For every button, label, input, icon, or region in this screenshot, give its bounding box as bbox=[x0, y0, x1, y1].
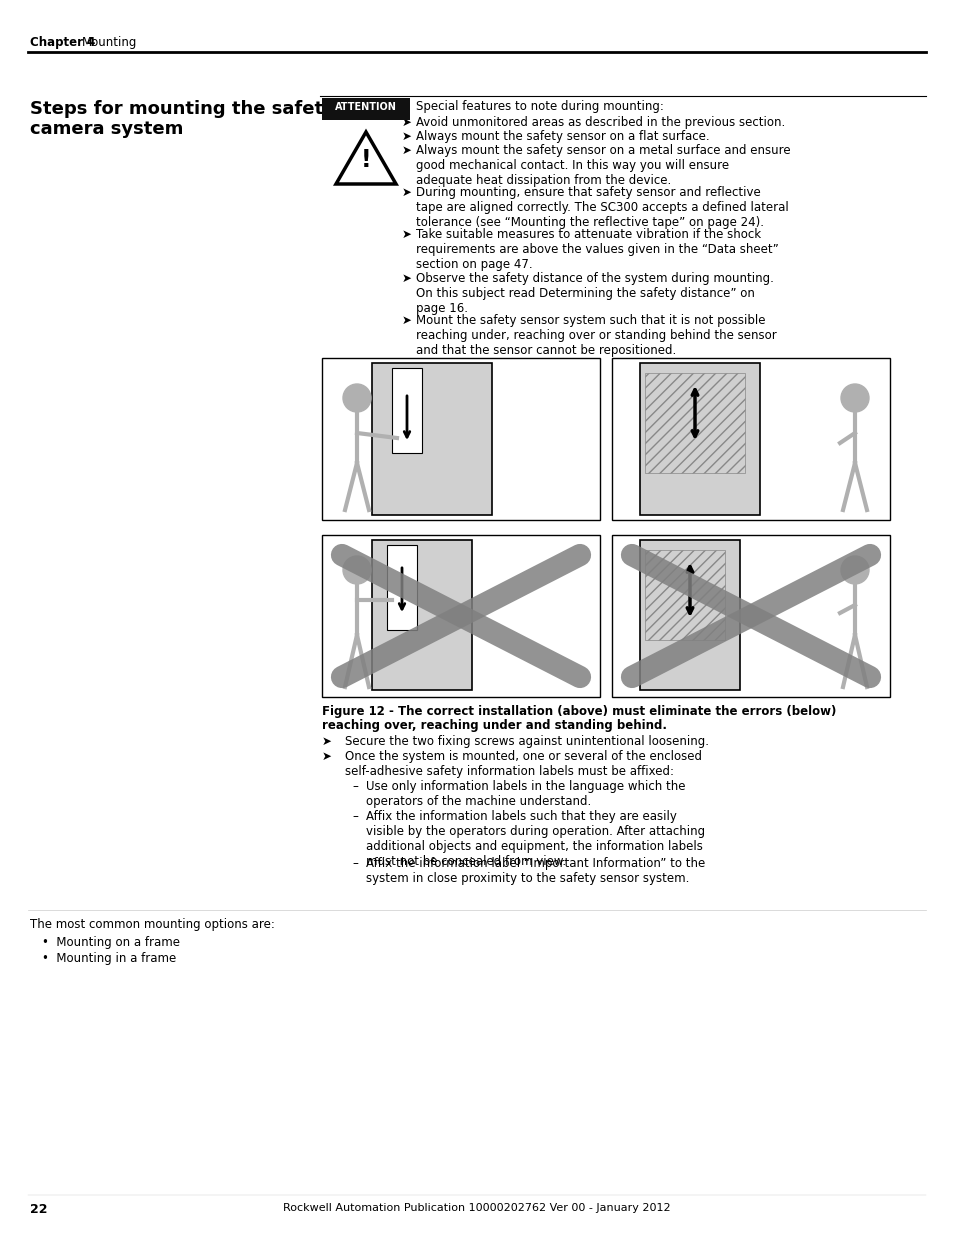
Text: reaching over, reaching under and standing behind.: reaching over, reaching under and standi… bbox=[322, 719, 666, 732]
Text: The most common mounting options are:: The most common mounting options are: bbox=[30, 918, 274, 931]
Text: 22: 22 bbox=[30, 1203, 48, 1216]
FancyBboxPatch shape bbox=[639, 540, 740, 690]
Text: !: ! bbox=[360, 148, 371, 172]
FancyBboxPatch shape bbox=[612, 358, 889, 520]
Circle shape bbox=[343, 556, 371, 584]
Circle shape bbox=[841, 556, 868, 584]
FancyBboxPatch shape bbox=[372, 363, 492, 515]
Text: •  Mounting in a frame: • Mounting in a frame bbox=[42, 952, 176, 965]
Text: ➤: ➤ bbox=[401, 116, 412, 128]
Text: Secure the two fixing screws against unintentional loosening.: Secure the two fixing screws against uni… bbox=[345, 735, 708, 748]
Text: Mounting: Mounting bbox=[82, 36, 137, 49]
Text: Rockwell Automation Publication 10000202762 Ver 00 - January 2012: Rockwell Automation Publication 10000202… bbox=[283, 1203, 670, 1213]
Text: Special features to note during mounting:: Special features to note during mounting… bbox=[416, 100, 663, 112]
Text: Once the system is mounted, one or several of the enclosed
self-adhesive safety : Once the system is mounted, one or sever… bbox=[345, 750, 701, 778]
Text: Figure 12 - The correct installation (above) must eliminate the errors (below): Figure 12 - The correct installation (ab… bbox=[322, 705, 836, 718]
Text: –: – bbox=[352, 857, 357, 869]
Text: ➤: ➤ bbox=[322, 735, 332, 748]
Text: •  Mounting on a frame: • Mounting on a frame bbox=[42, 936, 180, 948]
Text: Avoid unmonitored areas as described in the previous section.: Avoid unmonitored areas as described in … bbox=[416, 116, 784, 128]
Text: Observe the safety distance of the system during mounting.
On this subject read : Observe the safety distance of the syste… bbox=[416, 272, 773, 315]
Text: ➤: ➤ bbox=[401, 272, 412, 285]
Text: Always mount the safety sensor on a flat surface.: Always mount the safety sensor on a flat… bbox=[416, 130, 709, 143]
Polygon shape bbox=[335, 132, 395, 184]
Circle shape bbox=[841, 384, 868, 412]
FancyBboxPatch shape bbox=[322, 98, 410, 120]
Text: –: – bbox=[352, 781, 357, 793]
FancyBboxPatch shape bbox=[372, 540, 472, 690]
Text: Take suitable measures to attenuate vibration if the shock
requirements are abov: Take suitable measures to attenuate vibr… bbox=[416, 228, 778, 270]
FancyBboxPatch shape bbox=[392, 368, 421, 453]
Text: ➤: ➤ bbox=[401, 186, 412, 199]
Text: Mount the safety sensor system such that it is not possible
reaching under, reac: Mount the safety sensor system such that… bbox=[416, 314, 776, 357]
Text: Affix the information label “Important Information” to the
system in close proxi: Affix the information label “Important I… bbox=[366, 857, 704, 885]
Text: ➤: ➤ bbox=[401, 228, 412, 241]
Text: During mounting, ensure that safety sensor and reflective
tape are aligned corre: During mounting, ensure that safety sens… bbox=[416, 186, 788, 228]
Text: –: – bbox=[352, 810, 357, 823]
FancyBboxPatch shape bbox=[612, 535, 889, 697]
Text: camera system: camera system bbox=[30, 120, 183, 138]
Text: ➤: ➤ bbox=[401, 314, 412, 327]
Text: ➤: ➤ bbox=[401, 130, 412, 143]
Text: ➤: ➤ bbox=[322, 750, 332, 763]
Text: ATTENTION: ATTENTION bbox=[335, 103, 396, 112]
Circle shape bbox=[343, 384, 371, 412]
Text: ➤: ➤ bbox=[401, 144, 412, 157]
FancyBboxPatch shape bbox=[387, 545, 416, 630]
FancyBboxPatch shape bbox=[639, 363, 760, 515]
Text: Affix the information labels such that they are easily
visible by the operators : Affix the information labels such that t… bbox=[366, 810, 704, 868]
Text: Chapter 4: Chapter 4 bbox=[30, 36, 95, 49]
Text: Always mount the safety sensor on a metal surface and ensure
good mechanical con: Always mount the safety sensor on a meta… bbox=[416, 144, 790, 186]
Text: Use only information labels in the language which the
operators of the machine u: Use only information labels in the langu… bbox=[366, 781, 685, 808]
FancyBboxPatch shape bbox=[322, 535, 599, 697]
Text: Steps for mounting the safety: Steps for mounting the safety bbox=[30, 100, 335, 119]
FancyBboxPatch shape bbox=[322, 358, 599, 520]
